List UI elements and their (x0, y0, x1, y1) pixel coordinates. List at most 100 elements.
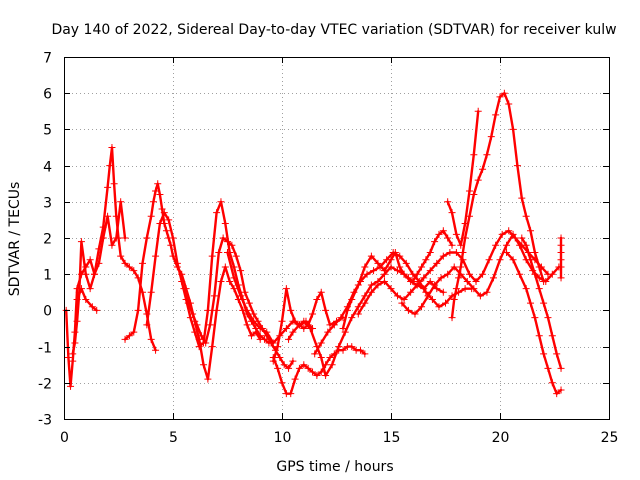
series-arc-19 (557, 234, 565, 282)
data-point (215, 248, 223, 256)
data-point (444, 270, 452, 278)
data-point (313, 372, 321, 380)
data-point (513, 162, 521, 170)
data-point (380, 277, 388, 285)
data-point (465, 270, 473, 278)
data-point (291, 375, 299, 383)
data-point (339, 325, 347, 332)
data-point (237, 267, 245, 275)
data-point (309, 368, 317, 376)
data-point (437, 274, 445, 282)
data-point (130, 267, 138, 275)
data-point (311, 350, 319, 358)
data-point (439, 227, 447, 235)
data-point (156, 191, 164, 199)
data-point (206, 321, 214, 329)
series-arc-12 (339, 227, 456, 332)
data-point (304, 364, 312, 372)
grid (64, 57, 609, 419)
data-point (557, 256, 565, 264)
data-point (200, 361, 208, 369)
data-point (149, 198, 157, 206)
data-point (341, 328, 349, 336)
data-point (295, 364, 303, 372)
series-arc-4 (121, 180, 264, 383)
y-tick-label: 5 (43, 123, 52, 139)
data-point (138, 259, 146, 267)
data-point (213, 209, 221, 217)
data-point (540, 350, 548, 358)
series-arc-3 (73, 285, 101, 314)
data-point (82, 270, 90, 278)
data-point (457, 263, 465, 271)
data-point (221, 220, 229, 228)
data-point (548, 379, 556, 387)
data-point (505, 227, 513, 235)
data-point (470, 191, 478, 199)
data-point (367, 252, 375, 260)
data-point (287, 390, 295, 398)
data-point (476, 292, 484, 300)
data-point (535, 263, 543, 271)
data-point (356, 346, 364, 354)
data-point (285, 364, 293, 372)
data-point (448, 241, 456, 249)
data-point (531, 248, 539, 256)
data-point (217, 198, 225, 206)
data-layer (62, 89, 565, 398)
data-point (110, 180, 118, 188)
data-point (289, 357, 297, 365)
data-point (387, 285, 395, 293)
data-point (479, 165, 487, 173)
data-point (73, 296, 81, 304)
data-point (125, 263, 133, 271)
data-point (221, 263, 229, 271)
data-point (82, 296, 90, 304)
data-point (413, 270, 421, 278)
data-point (213, 306, 221, 314)
data-point (335, 343, 343, 351)
data-point (348, 296, 356, 304)
data-point (496, 93, 504, 101)
data-point (479, 270, 487, 278)
data-point (178, 277, 186, 285)
data-point (496, 256, 504, 264)
data-point (269, 357, 277, 365)
data-point (426, 267, 434, 275)
y-tick-label: 7 (43, 51, 52, 67)
data-point (93, 306, 101, 314)
data-point (77, 238, 85, 246)
data-point (553, 390, 561, 398)
data-point (442, 299, 449, 307)
data-point (394, 292, 402, 300)
data-point (348, 314, 356, 322)
data-point (269, 339, 277, 347)
data-point (557, 386, 565, 394)
data-point (420, 274, 428, 282)
data-point (152, 346, 160, 354)
x-axis-label: GPS time / hours (276, 459, 393, 475)
y-tick-label: 6 (43, 87, 52, 103)
data-point (354, 303, 362, 311)
data-point (370, 267, 378, 275)
data-point (500, 89, 508, 97)
data-point (404, 274, 412, 282)
series-arc-2 (69, 144, 160, 358)
data-point (452, 230, 460, 238)
data-point (431, 281, 439, 289)
data-point (483, 288, 491, 296)
data-point (553, 350, 561, 358)
data-point (557, 234, 565, 242)
data-point (444, 234, 452, 242)
data-point (165, 216, 173, 224)
data-point (418, 263, 426, 271)
data-point (112, 212, 120, 220)
y-tick-label: -1 (38, 341, 52, 357)
x-tick-label: 15 (383, 430, 401, 446)
data-point (498, 230, 506, 238)
data-point (402, 259, 410, 267)
series-line (182, 236, 295, 370)
data-point (313, 296, 321, 304)
data-point (108, 241, 116, 249)
data-point (69, 350, 77, 358)
